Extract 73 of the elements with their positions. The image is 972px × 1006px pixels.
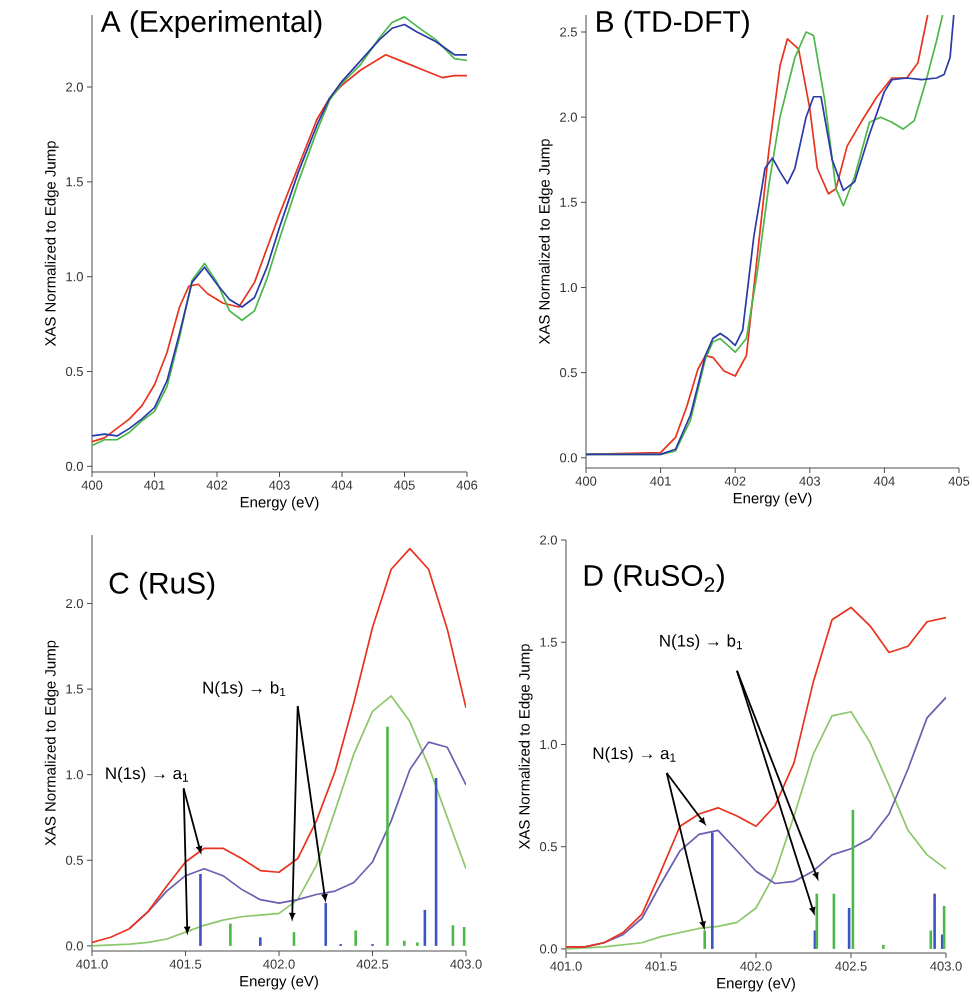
y-tick-label: 1.0 [66, 770, 83, 780]
y-tick-label: 2.5 [560, 27, 577, 37]
bar [199, 873, 202, 946]
y-tick-label: 2.0 [66, 598, 83, 609]
y-tick-label: 2.0 [66, 82, 83, 92]
x-tick-label: 403.0 [450, 959, 482, 969]
annotation: N(1s) → b$_{1}$ [660, 634, 743, 651]
x-axis-title: Energy (eV) [240, 496, 319, 511]
x-tick-label: 401.0 [76, 959, 108, 969]
x-tick-label: 401 [650, 476, 671, 486]
annotation: N(1s) → b$_{1}$ [203, 681, 286, 697]
text: C (RuS) [109, 571, 215, 600]
x-axis-title: Energy (eV) [733, 492, 812, 507]
bar [933, 893, 936, 949]
x-tick-label: 402 [724, 476, 746, 486]
x-tick-label: 406 [456, 480, 478, 490]
line-series [566, 606, 947, 948]
y-tick-label: 1.0 [540, 739, 557, 750]
chart-title: B (TD-DFT) [597, 10, 749, 39]
bar [882, 944, 885, 949]
x-tick-label: 401.0 [550, 961, 582, 971]
y-tick-label: 0.5 [65, 366, 83, 377]
x-tick-label: 402.5 [356, 959, 389, 969]
x-tick-label: 402.0 [263, 959, 295, 969]
y-tick-label: 0.5 [559, 368, 577, 378]
line-series [92, 695, 466, 947]
y-axis-title: XAS Normalized to Edge Jump [44, 640, 59, 846]
bar [229, 923, 232, 946]
x-tick-label: 403.0 [930, 961, 962, 971]
y-tick-label: 1.5 [66, 177, 83, 187]
y-tick-label: 0.0 [539, 944, 557, 954]
x-tick-label: 402.5 [835, 961, 867, 971]
x-tick-label: 403 [268, 480, 290, 490]
bar [354, 930, 357, 946]
bar [386, 726, 389, 946]
x-tick-label: 405 [948, 476, 970, 486]
x-tick-label: 402 [206, 480, 228, 490]
x-tick-label: 400 [575, 476, 597, 486]
x-axis-title: Energy (eV) [717, 977, 795, 992]
y-tick-label: 1.0 [560, 282, 577, 293]
x-tick-label: 400 [81, 480, 103, 490]
x-tick-label: 404 [873, 476, 895, 486]
line-series [92, 547, 466, 944]
y-tick-label: 0.0 [559, 453, 577, 463]
x-tick-label: 401 [143, 480, 165, 490]
x-tick-label: 405 [393, 480, 415, 490]
y-tick-label: 0.0 [65, 941, 83, 951]
x-tick-label: 401.5 [169, 959, 202, 969]
y-tick-label: 2.0 [560, 112, 577, 122]
y-axis-title: XAS Normalized to Edge Jump [518, 644, 533, 850]
y-tick-label: 1.5 [540, 637, 557, 647]
y-tick-label: 1.5 [66, 684, 83, 694]
bar [416, 942, 419, 946]
y-axis-title: XAS Normalized to Edge Jump [538, 139, 553, 345]
y-tick-label: 1.5 [560, 197, 577, 207]
bar [259, 937, 262, 946]
y-tick-label: 2.0 [540, 535, 557, 545]
x-tick-label: 402.0 [740, 961, 772, 971]
y-tick-label: 0.0 [65, 461, 83, 471]
x-tick-label: 403 [799, 476, 821, 486]
y-tick-label: 0.5 [65, 855, 83, 865]
annotation: N(1s) → a$_{1}$ [106, 766, 189, 783]
y-tick-label: 1.0 [66, 272, 83, 282]
y-tick-label: 0.5 [539, 842, 557, 852]
bar [711, 832, 714, 949]
x-tick-label: 401.5 [645, 961, 677, 971]
bar [402, 940, 406, 946]
annotation: N(1s) → a$_{1}$ [593, 746, 676, 763]
x-tick-label: 404 [331, 480, 353, 490]
chart-title: A (Experimental) [100, 10, 322, 39]
text: D (RuSO$_{2}$) [584, 564, 724, 592]
x-axis-title: Energy (eV) [240, 975, 318, 990]
y-axis-title: XAS Normalized to Edge Jump [44, 141, 59, 347]
